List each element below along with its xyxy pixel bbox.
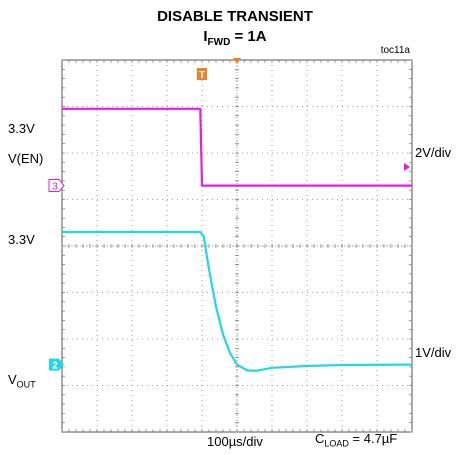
chart-subtitle: IFWD = 1A xyxy=(203,28,267,48)
svg-text:2: 2 xyxy=(52,361,58,372)
chart-title: DISABLE TRANSIENT xyxy=(157,8,313,25)
markers: T 3 2 xyxy=(48,58,410,372)
svg-text:3: 3 xyxy=(52,182,58,193)
vout-scale-label: 1V/div xyxy=(415,345,452,360)
x-axis-label: 100µs/div xyxy=(207,434,263,449)
trigger-marker: T xyxy=(197,68,207,81)
traces xyxy=(62,107,413,372)
ven-scale-label: 2V/div xyxy=(415,145,452,160)
figure-id: toc11a xyxy=(380,45,410,56)
ven-series-name: V(EN) xyxy=(8,151,44,166)
load-note: CLOAD = 4.7µF xyxy=(315,431,398,449)
trigger-level-arrow xyxy=(404,162,410,171)
channel-2-marker: 2 xyxy=(49,358,64,372)
vout-series-name: VOUT xyxy=(8,372,36,390)
trace-series-vout xyxy=(62,231,413,372)
grid xyxy=(61,59,413,433)
channel-3-marker: 3 xyxy=(48,179,65,193)
svg-text:T: T xyxy=(199,70,205,81)
ven-level-label: 3.3V xyxy=(8,121,35,136)
trigger-position-marker xyxy=(233,58,241,64)
trace-series-ven xyxy=(62,107,412,187)
vout-level-label: 3.3V xyxy=(8,232,35,247)
